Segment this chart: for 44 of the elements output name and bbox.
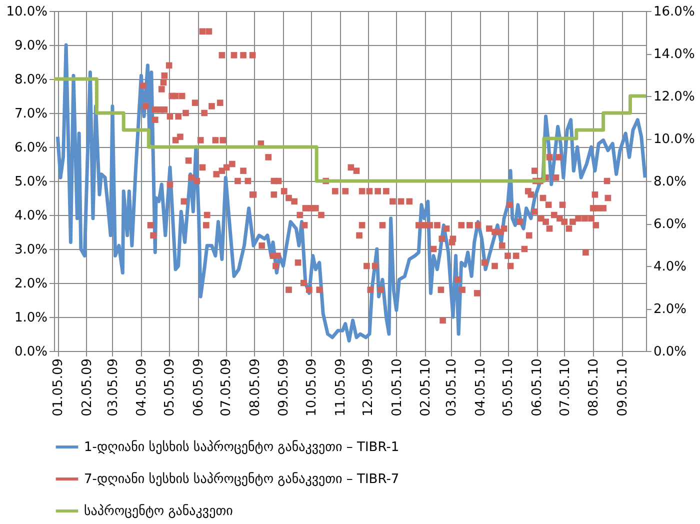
- x-tick-label: 08.05.10: [586, 358, 602, 416]
- y-tick-label: 10.0%: [6, 4, 48, 20]
- y2-tick-label: 12.0%: [654, 90, 695, 104]
- y2-tick-label: 8.0%: [654, 174, 687, 190]
- y-tick-label: 8.0%: [14, 72, 48, 88]
- x-tick-label: 01.05.09: [51, 358, 66, 416]
- y-tick-label: 7.0%: [14, 106, 48, 122]
- x-tick-label: 02.05.09: [80, 358, 95, 416]
- legend-label: 7-დღიანი სესხის საპროცენტო განაკვეთი – TIBR-7: [84, 472, 400, 487]
- y2-tick-label: 6.0%: [654, 217, 687, 232]
- legend-label: საპროცენტო განაკვეთი: [84, 504, 234, 519]
- x-tick-label: 04.05.10: [473, 358, 488, 416]
- x-tick-label: 05.05.09: [162, 358, 178, 416]
- y-tick-label: 1.0%: [14, 310, 48, 326]
- x-tick-label: 02.05.10: [418, 358, 434, 416]
- x-tick-label: 07.05.10: [558, 358, 573, 416]
- y-tick-label: 9.0%: [14, 38, 48, 54]
- y2-tick-label: 4.0%: [654, 260, 687, 274]
- x-tick-label: 11.05.09: [333, 358, 348, 416]
- x-tick-label: 09.05.10: [615, 358, 630, 416]
- legend-label: 1-დღიანი სესხის საპროცენტო განაკვეთი – TIBR-1: [84, 440, 400, 455]
- y2-tick-label: 14.0%: [654, 47, 695, 62]
- x-tick-label: 09.05.09: [276, 358, 292, 416]
- x-tick-label: 10.05.09: [304, 358, 320, 416]
- x-tick-label: 01.05.10: [390, 358, 405, 416]
- y-tick-label: 0.0%: [14, 344, 48, 360]
- x-tick-label: 07.05.09: [219, 358, 234, 416]
- y-tick-label: 6.0%: [14, 140, 48, 156]
- x-tick-label: 06.05.09: [191, 358, 206, 416]
- y-tick-label: 2.0%: [14, 276, 48, 292]
- x-tick-label: 04.05.09: [134, 358, 150, 416]
- y2-tick-label: 10.0%: [654, 132, 695, 147]
- y-tick-label: 3.0%: [14, 242, 48, 258]
- y2-tick-label: 0.0%: [654, 344, 687, 360]
- y2-tick-label: 2.0%: [654, 302, 687, 317]
- x-tick-label: 03.05.10: [444, 358, 460, 416]
- y2-tick-label: 16.0%: [654, 4, 695, 20]
- x-tick-label: 12.05.09: [361, 358, 376, 416]
- y-tick-label: 4.0%: [14, 208, 48, 224]
- y-tick-label: 5.0%: [14, 174, 48, 190]
- x-tick-label: 06.05.10: [530, 358, 546, 416]
- x-tick-label: 03.05.09: [106, 358, 121, 416]
- x-tick-label: 08.05.09: [248, 358, 263, 416]
- x-tick-label: 05.05.10: [501, 358, 516, 416]
